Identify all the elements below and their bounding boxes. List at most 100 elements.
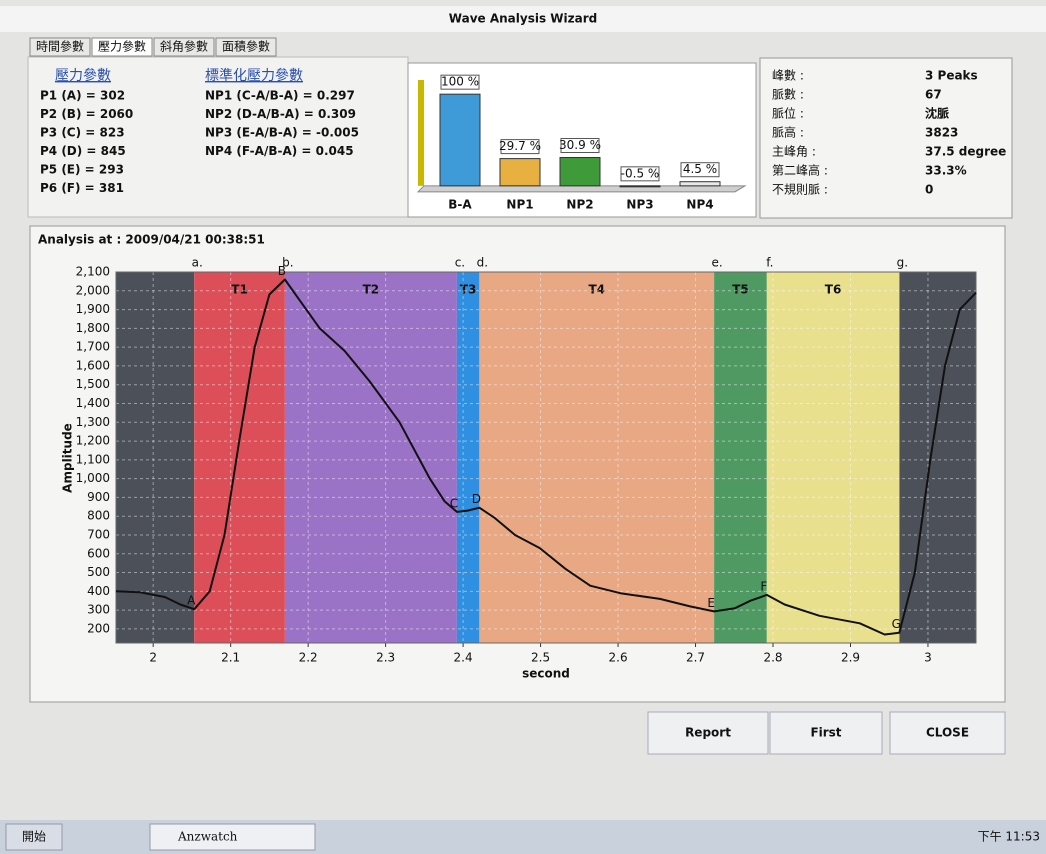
y-tick-label: 1,700 — [76, 340, 110, 354]
ratio-value-label: 100 % — [441, 75, 479, 89]
button-label[interactable]: First — [810, 726, 841, 740]
ratio-category: NP2 — [566, 198, 593, 212]
y-tick-label: 800 — [87, 509, 110, 523]
normalized-title: 標準化壓力參數 — [205, 68, 303, 84]
boundary-label: f. — [766, 256, 773, 270]
ratio-axis-wall — [418, 80, 424, 186]
window-title: Wave Analysis Wizard — [449, 12, 597, 26]
ratio-bar — [500, 159, 540, 186]
page: Wave Analysis Wizard 時間參數壓力參數斜角參數面積參數壓力參… — [0, 0, 1046, 854]
outside-region — [116, 272, 194, 643]
normalized-row: NP1 (C-A/B-A) = 0.297 — [205, 89, 355, 103]
point-label: C — [450, 496, 458, 510]
x-tick-label: 2 — [149, 651, 157, 665]
summary-value: 3 Peaks — [925, 69, 978, 83]
pressure-row: P5 (E) = 293 — [40, 163, 124, 177]
point-label: D — [472, 492, 481, 506]
summary-label: 第二峰高 : — [772, 163, 828, 178]
phase-name: T4 — [588, 283, 605, 297]
phase-name: T5 — [732, 283, 749, 297]
x-axis-label: second — [522, 667, 570, 681]
normalized-row: NP4 (F-A/B-A) = 0.045 — [205, 144, 354, 158]
y-tick-label: 300 — [87, 603, 110, 617]
y-axis-label: Amplitude — [61, 423, 75, 493]
normalized-row: NP2 (D-A/B-A) = 0.309 — [205, 107, 356, 121]
y-tick-label: 200 — [87, 621, 110, 635]
summary-value: 37.5 degree — [925, 145, 1006, 159]
ratio-category: NP4 — [686, 198, 713, 212]
boundary-label: e. — [712, 256, 723, 270]
button-label[interactable]: CLOSE — [926, 726, 969, 740]
phase-name: T1 — [231, 283, 248, 297]
boundary-label: g. — [897, 256, 908, 270]
y-tick-label: 1,300 — [76, 415, 110, 429]
x-tick-label: 2.8 — [763, 651, 782, 665]
ratio-bar — [560, 158, 600, 186]
tab-label[interactable]: 壓力參數 — [98, 39, 146, 54]
summary-label: 脈數 : — [772, 88, 804, 102]
analysis-time: Analysis at : 2009/04/21 00:38:51 — [38, 233, 265, 247]
y-tick-label: 1,400 — [76, 396, 110, 410]
normalized-row: NP3 (E-A/B-A) = -0.005 — [205, 126, 359, 140]
ratio-category: NP3 — [626, 198, 653, 212]
pressure-row: P2 (B) = 2060 — [40, 107, 133, 121]
tab-label[interactable]: 面積參數 — [222, 39, 270, 54]
y-tick-label: 600 — [87, 546, 110, 560]
pressure-row: P3 (C) = 823 — [40, 126, 125, 140]
point-label: B — [278, 264, 286, 278]
y-tick-label: 900 — [87, 490, 110, 504]
ratio-bar — [440, 94, 480, 186]
y-tick-label: 1,800 — [76, 321, 110, 335]
x-tick-label: 2.3 — [376, 651, 395, 665]
boundary-label: d. — [477, 256, 488, 270]
ratio-value-label: 29.7 % — [499, 139, 541, 153]
phase-region — [767, 272, 899, 643]
y-tick-label: 2,000 — [76, 283, 110, 297]
boundary-label: a. — [192, 256, 203, 270]
x-tick-label: 3 — [924, 651, 932, 665]
point-label: F — [760, 579, 767, 593]
pressure-row: P6 (F) = 381 — [40, 181, 124, 195]
tab-label[interactable]: 斜角參數 — [160, 39, 208, 54]
boundary-label: c. — [455, 256, 465, 270]
pressure-title: 壓力參數 — [55, 68, 111, 84]
point-label: A — [187, 594, 196, 608]
phase-name: T3 — [460, 283, 477, 297]
y-tick-label: 1,100 — [76, 452, 110, 466]
button-label[interactable]: Report — [685, 726, 731, 740]
ratio-value-label: 30.9 % — [559, 138, 601, 152]
phase-region — [194, 272, 285, 643]
ratio-value-label: 4.5 % — [683, 162, 717, 176]
ratio-value-label: -0.5 % — [621, 166, 660, 180]
ratio-floor — [418, 186, 745, 192]
start-label[interactable]: 開始 — [22, 830, 46, 844]
x-tick-label: 2.2 — [299, 651, 318, 665]
ratio-category: B-A — [448, 198, 472, 212]
summary-value: 3823 — [925, 126, 958, 140]
ratio-bar — [680, 182, 720, 186]
phase-region — [285, 272, 457, 643]
tab-label[interactable]: 時間參數 — [36, 39, 84, 54]
y-tick-label: 2,100 — [76, 265, 110, 279]
y-tick-label: 1,600 — [76, 358, 110, 372]
summary-value: 沈脈 — [925, 106, 949, 121]
x-tick-label: 2.5 — [531, 651, 550, 665]
point-label: E — [707, 596, 715, 610]
y-tick-label: 500 — [87, 565, 110, 579]
x-tick-label: 2.4 — [454, 651, 473, 665]
summary-value: 33.3% — [925, 164, 967, 178]
y-tick-label: 700 — [87, 527, 110, 541]
y-tick-label: 1,000 — [76, 471, 110, 485]
x-tick-label: 2.6 — [609, 651, 628, 665]
summary-label: 不規則脈 : — [772, 182, 828, 197]
x-tick-label: 2.9 — [841, 651, 860, 665]
y-tick-label: 400 — [87, 584, 110, 598]
summary-label: 脈位 : — [772, 106, 804, 121]
summary-value: 67 — [925, 88, 942, 102]
ratio-category: NP1 — [506, 198, 533, 212]
summary-value: 0 — [925, 183, 933, 197]
x-tick-label: 2.7 — [686, 651, 705, 665]
phase-name: T6 — [825, 283, 842, 297]
x-tick-label: 2.1 — [221, 651, 240, 665]
task-app-label[interactable]: Anzwatch — [177, 830, 238, 844]
